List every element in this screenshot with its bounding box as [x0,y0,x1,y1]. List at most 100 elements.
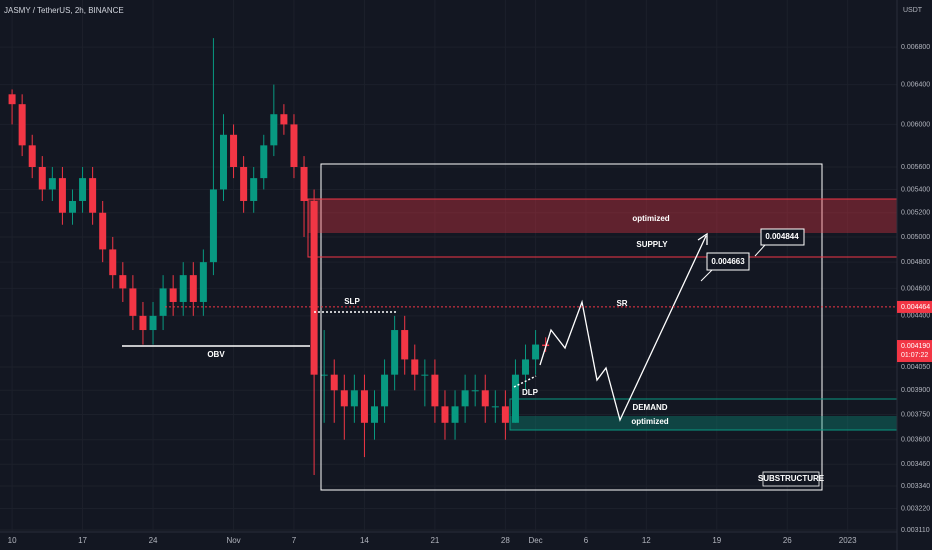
callout-text: 0.004844 [765,232,799,241]
projection-arrow [697,232,708,245]
candle-body [179,275,187,302]
candle-body [340,390,348,407]
x-tick-label: 26 [783,536,792,545]
candle-body [320,374,328,376]
annotation: OBV [207,350,225,359]
candle-body [240,167,248,201]
candle-body [471,390,479,392]
annotation: optimized [632,214,669,223]
annotation: SUBSTRUCTURE [758,474,825,483]
candle-body [461,390,469,407]
candle-body [371,406,379,423]
y-tick-label: 0.003340 [901,483,930,490]
y-tick-label: 0.003220 [901,505,930,512]
supply-zone [308,199,897,233]
candle-body [411,359,419,375]
callout-box [760,228,805,246]
candle-body [451,406,459,423]
annotation: optimized [631,417,668,426]
candle-body [391,330,399,375]
axes: 10 17 24 Nov 7 14 21 28 Dec 6 12 19 26 2023 0.006800 0.… [8,44,932,545]
candle-body [330,374,338,391]
candle-body [441,406,449,423]
candle-body [139,315,147,331]
y-tick-label: 0.004600 [901,285,930,292]
price-label-box [897,340,932,363]
y-tick-label: 0.006800 [901,44,930,51]
price-axis [897,0,932,550]
candle-body [159,288,167,316]
y-tick-label: 0.003460 [901,461,930,468]
candle-body [431,374,439,407]
candle-body [260,145,268,179]
price-label-box [897,300,932,313]
candle-body [401,330,409,360]
callout-pointer [754,244,766,257]
annotation: DLP [522,388,539,397]
axis-unit: USDT [903,7,923,14]
y-tick-label: 0.003900 [901,387,930,394]
y-tick-label: 0.006400 [901,81,930,88]
annotation: SR [616,299,627,308]
callout-box [706,252,750,271]
projection-path [539,235,707,422]
demand-zone [510,416,897,430]
candle-body [522,359,530,375]
x-tick-label: 14 [360,536,369,545]
structure-box [320,163,823,491]
y-tick-label: 0.005600 [901,164,930,171]
y-tick-label: 0.005400 [901,186,930,193]
candle-body [491,406,499,408]
candle-body [169,288,177,302]
y-tick-label: 0.005200 [901,210,930,217]
y-tick-label: 0.006000 [901,121,930,128]
price-label: 0.004464 [901,304,930,311]
x-tick-label: 6 [584,536,589,545]
candle-body [109,249,117,276]
x-tick-label: 7 [292,536,297,545]
drawings: optimized SUPPLY SR SLP OBV DLP DEMAND o… [122,163,898,491]
candle-body [421,374,429,376]
candle-body [58,178,66,213]
candle-body [48,178,56,190]
y-tick-label: 0.004050 [901,364,930,371]
candle-body [290,124,298,168]
candle-body [230,134,238,168]
callout-text: 0.004663 [711,257,745,266]
x-tick-label: Dec [528,536,542,545]
y-tick-label: 0.004400 [901,313,930,320]
y-tick-label: 0.005000 [901,234,930,241]
candle-body [18,104,26,146]
candle-body [199,262,207,302]
candle-body [360,390,368,423]
candle-body [270,114,278,146]
candle-body [501,406,509,423]
candle-body [532,344,540,360]
candle-body [350,390,358,407]
candle-body [89,178,97,213]
y-tick-label: 0.003750 [901,411,930,418]
candle-body [381,374,389,407]
candle-body [300,167,308,201]
candles [8,38,550,475]
candle-body [129,288,137,316]
label-box [762,471,820,487]
candle-body [209,189,217,263]
x-tick-label: 19 [712,536,721,545]
grid [0,0,897,532]
annotation: SLP [344,297,360,306]
x-tick-label: 2023 [839,536,857,545]
annotation: SUPPLY [636,240,668,249]
candle-body [68,200,76,213]
x-tick-label: 12 [642,536,651,545]
candle-body [99,212,107,250]
candle-body [38,167,46,190]
candle-body [8,94,16,105]
x-tick-label: 28 [501,536,510,545]
x-tick-label: 24 [149,536,158,545]
x-tick-label: Nov [226,536,240,545]
candle-body [481,390,489,407]
